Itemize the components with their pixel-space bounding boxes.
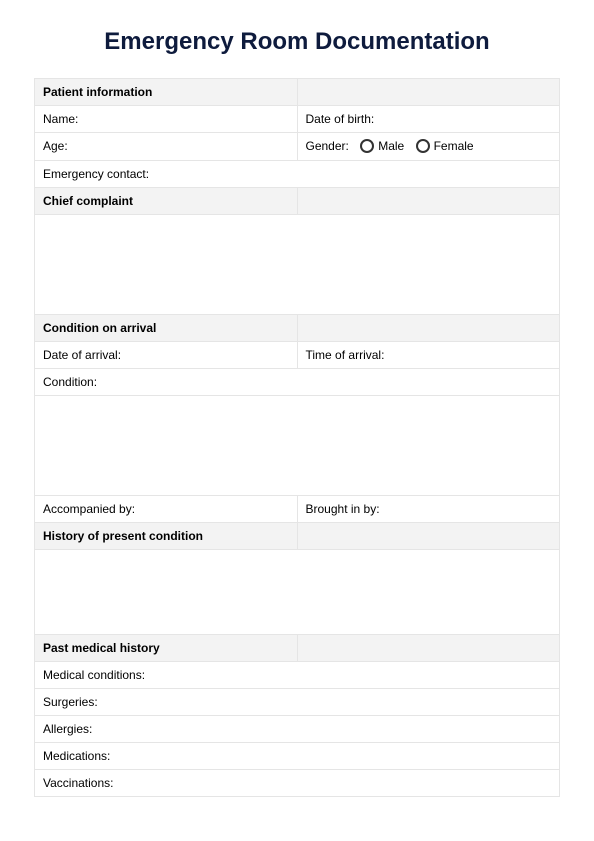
section-chief-complaint: Chief complaint [35,187,298,214]
field-emergency-contact[interactable]: Emergency contact: [35,160,560,187]
field-brought-in-by[interactable]: Brought in by: [297,495,560,522]
field-allergies[interactable]: Allergies: [35,715,560,742]
field-condition-text[interactable] [35,395,560,495]
field-condition-label[interactable]: Condition: [35,368,560,395]
radio-female[interactable] [416,139,430,153]
gender-label: Gender: [306,139,349,153]
page-title: Emergency Room Documentation [34,28,560,56]
section-spacer [297,314,560,341]
male-label: Male [378,139,404,153]
section-spacer [297,634,560,661]
section-spacer [297,522,560,549]
field-chief-complaint[interactable] [35,214,560,314]
field-surgeries[interactable]: Surgeries: [35,688,560,715]
form-table: Patient information Name: Date of birth:… [34,78,560,797]
field-history-present[interactable] [35,549,560,634]
section-spacer [297,187,560,214]
field-accompanied-by[interactable]: Accompanied by: [35,495,298,522]
section-spacer [297,79,560,106]
field-dob[interactable]: Date of birth: [297,106,560,133]
field-medications[interactable]: Medications: [35,742,560,769]
field-time-arrival[interactable]: Time of arrival: [297,341,560,368]
section-past-medical: Past medical history [35,634,298,661]
field-age[interactable]: Age: [35,133,298,161]
field-name[interactable]: Name: [35,106,298,133]
field-vaccinations[interactable]: Vaccinations: [35,769,560,796]
section-condition-arrival: Condition on arrival [35,314,298,341]
field-medical-conditions[interactable]: Medical conditions: [35,661,560,688]
field-date-arrival[interactable]: Date of arrival: [35,341,298,368]
section-history-present: History of present condition [35,522,298,549]
female-label: Female [434,139,474,153]
radio-male[interactable] [360,139,374,153]
field-gender[interactable]: Gender: Male Female [297,133,560,161]
section-patient-info: Patient information [35,79,298,106]
